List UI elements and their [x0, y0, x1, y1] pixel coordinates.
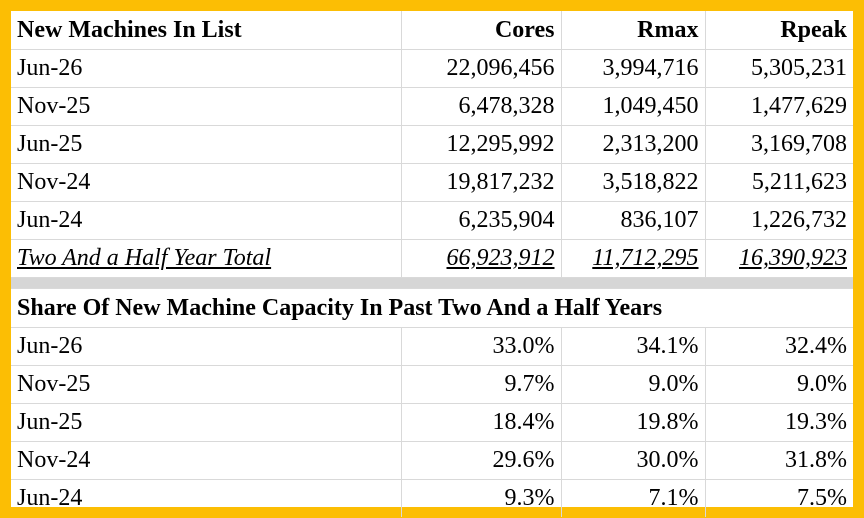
- cores-cell: 19,817,232: [401, 163, 562, 202]
- cores-share-cell: 29.6%: [401, 441, 562, 480]
- rpeak-share-cell: 7.5%: [797, 485, 847, 511]
- rmax-cell: 3,518,822: [561, 163, 706, 202]
- table-row: Nov-25 6,478,328 1,049,450 1,477,629: [11, 87, 853, 126]
- table-row: Jun-26 22,096,456 3,994,716 5,305,231: [11, 49, 853, 88]
- cores-cell: 12,295,992: [401, 125, 562, 164]
- period-cell: Nov-24: [11, 441, 402, 480]
- rmax-share-cell: 19.8%: [561, 403, 706, 442]
- period-cell: Jun-25: [11, 403, 402, 442]
- cores-share-cell: 18.4%: [401, 403, 562, 442]
- header-cores: Cores: [401, 11, 562, 50]
- cores-share-cell: 9.3%: [401, 479, 562, 517]
- table-row: Nov-25 9.7% 9.0% 9.0%: [11, 365, 853, 404]
- period-cell: Jun-24: [11, 201, 402, 240]
- total-cores: 66,923,912: [401, 239, 562, 278]
- rpeak-share-cell: 19.3%: [705, 403, 853, 442]
- rpeak-cell: 1,226,732: [705, 201, 853, 240]
- total-rmax: 11,712,295: [561, 239, 706, 278]
- rmax-cell: 1,049,450: [561, 87, 706, 126]
- share-title: Share Of New Machine Capacity In Past Tw…: [11, 288, 853, 328]
- rpeak-cell: 5,305,231: [705, 49, 853, 88]
- rpeak-cell: 3,169,708: [705, 125, 853, 164]
- table-row: Jun-26 33.0% 34.1% 32.4%: [11, 327, 853, 366]
- rmax-cell: 3,994,716: [561, 49, 706, 88]
- total-row: Two And a Half Year Total 66,923,912 11,…: [11, 239, 853, 278]
- rpeak-share-cell: 9.0%: [705, 365, 853, 404]
- table-title: New Machines In List: [11, 11, 402, 50]
- period-cell: Nov-25: [11, 87, 402, 126]
- rmax-share-cell: 34.1%: [561, 327, 706, 366]
- cores-cell: 22,096,456: [401, 49, 562, 88]
- rpeak-share-cell: 32.4%: [705, 327, 853, 366]
- rmax-share-cell: 9.0%: [561, 365, 706, 404]
- rpeak-cell: 5,211,623: [705, 163, 853, 202]
- period-cell: Jun-26: [11, 327, 402, 366]
- table-row: Jun-25 12,295,992 2,313,200 3,169,708: [11, 125, 853, 164]
- rmax-share-cell: 30.0%: [561, 441, 706, 480]
- rpeak-share-cell: 31.8%: [705, 441, 853, 480]
- table-row: Jun-24 6,235,904 836,107 1,226,732: [11, 201, 853, 240]
- header-rmax: Rmax: [561, 11, 706, 50]
- rmax-share-cell: 7.1%: [561, 479, 706, 517]
- rpeak-cell: 1,477,629: [705, 87, 853, 126]
- table-row: Nov-24 19,817,232 3,518,822 5,211,623: [11, 163, 853, 202]
- total-rpeak: 16,390,923: [705, 239, 853, 278]
- table-row: Jun-24 9.3% 7.1% 7.5%: [11, 479, 853, 517]
- share-header-row: Share Of New Machine Capacity In Past Tw…: [11, 288, 853, 328]
- total-label: Two And a Half Year Total: [11, 239, 402, 278]
- table-row: Nov-24 29.6% 30.0% 31.8%: [11, 441, 853, 480]
- cores-share-cell: 9.7%: [401, 365, 562, 404]
- rmax-cell: 2,313,200: [561, 125, 706, 164]
- period-cell: Jun-24: [11, 479, 402, 517]
- cores-cell: 6,235,904: [401, 201, 562, 240]
- period-cell: Jun-26: [11, 49, 402, 88]
- cores-cell: 6,478,328: [401, 87, 562, 126]
- table-row: Jun-25 18.4% 19.8% 19.3%: [11, 403, 853, 442]
- rmax-cell: 836,107: [561, 201, 706, 240]
- header-row: New Machines In List Cores Rmax Rpeak: [11, 11, 853, 50]
- period-cell: Nov-24: [11, 163, 402, 202]
- cores-share-cell: 33.0%: [401, 327, 562, 366]
- header-rpeak: Rpeak: [705, 11, 853, 50]
- section-separator: [11, 277, 853, 289]
- period-cell: Nov-25: [11, 365, 402, 404]
- machines-table: New Machines In List Cores Rmax Rpeak Ju…: [11, 11, 853, 517]
- period-cell: Jun-25: [11, 125, 402, 164]
